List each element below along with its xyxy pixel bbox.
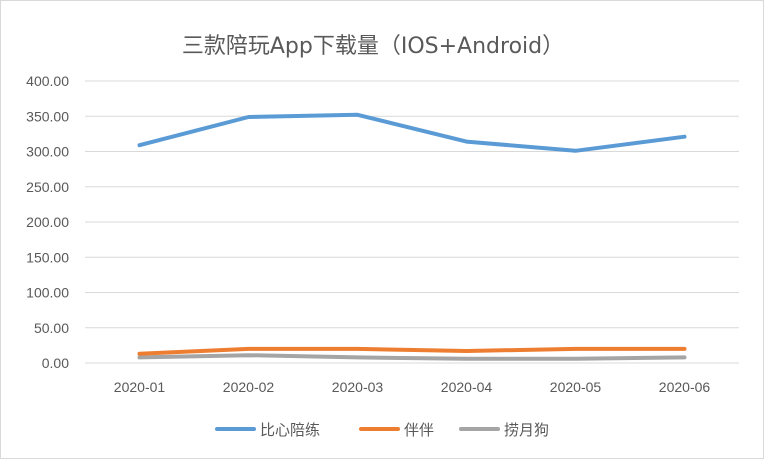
y-tick-label: 100.00 [26,285,69,301]
chart-title: 三款陪玩App下载量（IOS+Android） [182,34,564,59]
y-tick-label: 200.00 [26,214,69,230]
series-line [137,112,687,153]
y-tick-label: 350.00 [26,108,69,124]
y-tick-label: 300.00 [26,144,69,160]
y-tick-label: 250.00 [26,179,69,195]
legend-label: 比心陪练 [260,421,320,439]
legend-label: 伴伴 [404,421,434,439]
x-tick-label: 2020-06 [659,379,711,395]
y-tick-label: 0.00 [42,355,69,371]
y-tick-label: 50.00 [34,320,69,336]
series-lines [137,112,687,361]
series-line [137,346,687,356]
gridlines [85,80,739,364]
x-tick-label: 2020-04 [441,379,493,395]
y-axis-ticks: 0.00 50.00 100.00 150.00 200.00 250.00 300.00 3… [26,73,69,371]
x-tick-label: 2020-03 [332,379,384,395]
x-tick-label: 2020-02 [223,379,275,395]
y-tick-label: 150.00 [26,249,69,265]
legend: 比心陪练 伴伴 捞月狗 [215,421,549,439]
x-tick-label: 2020-01 [114,379,166,395]
series-line [137,353,687,361]
x-axis-ticks: 2020-01 2020-02 2020-03 2020-04 2020-05 2020-… [114,379,711,395]
legend-label: 捞月狗 [504,421,549,439]
x-tick-label: 2020-05 [550,379,602,395]
y-tick-label: 400.00 [26,73,69,89]
